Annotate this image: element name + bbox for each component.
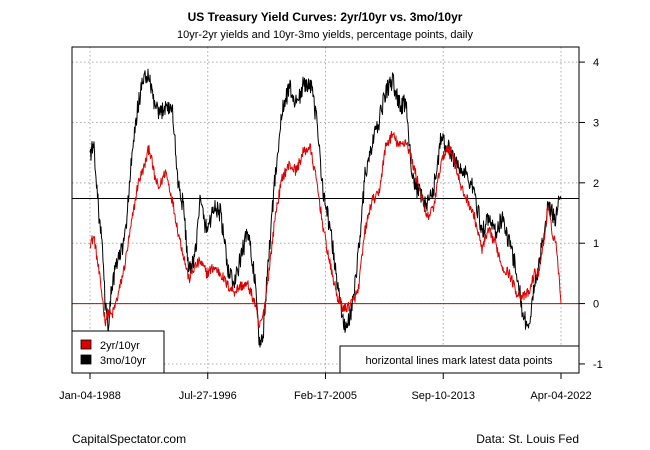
y-tick-label: 3 <box>593 117 599 129</box>
annotation-box: horizontal lines mark latest data points <box>339 345 580 374</box>
annotation-frame <box>339 345 580 374</box>
footer-source-left: CapitalSpectator.com <box>72 432 186 446</box>
grid <box>72 47 579 373</box>
series-line-3mo10yr <box>89 68 562 348</box>
footer-source-right: Data: St. Louis Fed <box>476 432 579 446</box>
y-tick-label: 1 <box>593 238 599 250</box>
legend-label-3mo10yr: 3mo/10yr <box>100 355 146 367</box>
series-line-2yr10yr <box>89 130 562 328</box>
x-tick-label: Feb-17-2005 <box>294 390 357 402</box>
legend: 2yr/10yr 3mo/10yr <box>71 330 165 374</box>
legend-label-2yr10yr: 2yr/10yr <box>100 340 140 352</box>
legend-swatch-2yr10yr <box>80 339 92 350</box>
y-tick-label: -1 <box>593 359 603 371</box>
y-tick-label: 4 <box>593 57 599 69</box>
x-axis: Jan-04-1988 Jul-27-1996 Feb-17-2005 Sep-10-… <box>59 373 592 402</box>
series-lines <box>89 68 562 348</box>
chart-subtitle: 10yr-2yr yields and 10yr-3mo yields, per… <box>177 29 473 41</box>
x-tick-label: Jan-04-1988 <box>59 390 121 402</box>
x-tick-label: Sep-10-2013 <box>411 390 475 402</box>
y-tick-label: 0 <box>593 299 599 311</box>
x-tick-label: Apr-04-2022 <box>530 390 591 402</box>
y-axis: -1 0 1 2 3 4 <box>579 57 603 371</box>
latest-value-lines <box>72 198 579 305</box>
legend-box <box>71 330 165 374</box>
legend-swatch-3mo10yr <box>80 354 92 365</box>
x-tick-label: Jul-27-1996 <box>179 390 237 402</box>
chart-title: US Treasury Yield Curves: 2yr/10yr vs. 3… <box>188 10 463 24</box>
y-tick-label: 2 <box>593 178 599 190</box>
annotation-text: horizontal lines mark latest data points <box>365 355 553 367</box>
